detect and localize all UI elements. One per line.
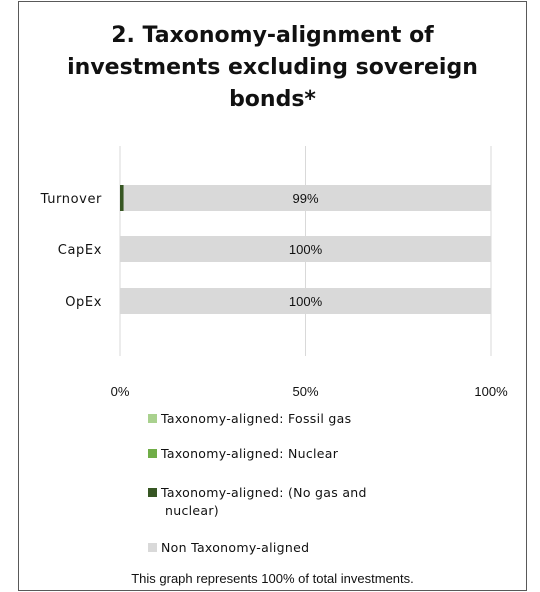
legend-item-no-gas-nuclear: Taxonomy-aligned: (No gas and nuclear) [148,484,425,520]
legend-item-fossil-gas: Taxonomy-aligned: Fossil gas [148,410,421,428]
legend-item-non-aligned: Non Taxonomy-aligned [148,539,421,557]
legend-swatch-non-aligned [148,543,157,552]
legend-label-fossil-gas: Taxonomy-aligned: Fossil gas [161,411,352,426]
legend-swatch-fossil-gas [148,414,157,423]
footnote: This graph represents 100% of total inve… [131,571,414,586]
category-label-turnover: Turnover [40,192,102,207]
legend-label-non-aligned: Non Taxonomy-aligned [161,540,310,555]
x-tick-label-2: 100% [474,384,508,399]
bar-capex-series-3 [120,236,491,262]
chart-title-line-1: 2. Taxonomy-alignment of [111,23,434,48]
data-label-turnover: 99% [292,191,318,206]
x-tick-label-1: 50% [292,384,318,399]
chart-title: 2. Taxonomy-alignment of investments exc… [18,20,527,116]
category-label-opex: OpEx [65,295,102,310]
data-label-opex: 100% [289,294,323,309]
legend-label-no-gas-nuclear-line-2: nuclear) [165,503,219,518]
legend-label-no-gas-nuclear-line-1: Taxonomy-aligned: (No gas and [161,485,367,500]
legend-label-nuclear: Taxonomy-aligned: Nuclear [161,446,339,461]
data-label-capex: 100% [289,242,323,257]
x-tick-label-0: 0% [111,384,130,399]
legend-swatch-nuclear [148,449,157,458]
bar-turnover-series-3 [123,185,492,211]
legend-item-nuclear: Taxonomy-aligned: Nuclear [148,445,421,463]
category-label-capex: CapEx [58,243,102,258]
bar-turnover-series-2 [120,185,124,211]
chart-title-line-2: investments excluding sovereign [67,55,478,80]
chart-title-line-3: bonds* [229,87,316,112]
legend-swatch-no-gas-nuclear [148,488,157,497]
bar-opex-series-3 [120,288,491,314]
